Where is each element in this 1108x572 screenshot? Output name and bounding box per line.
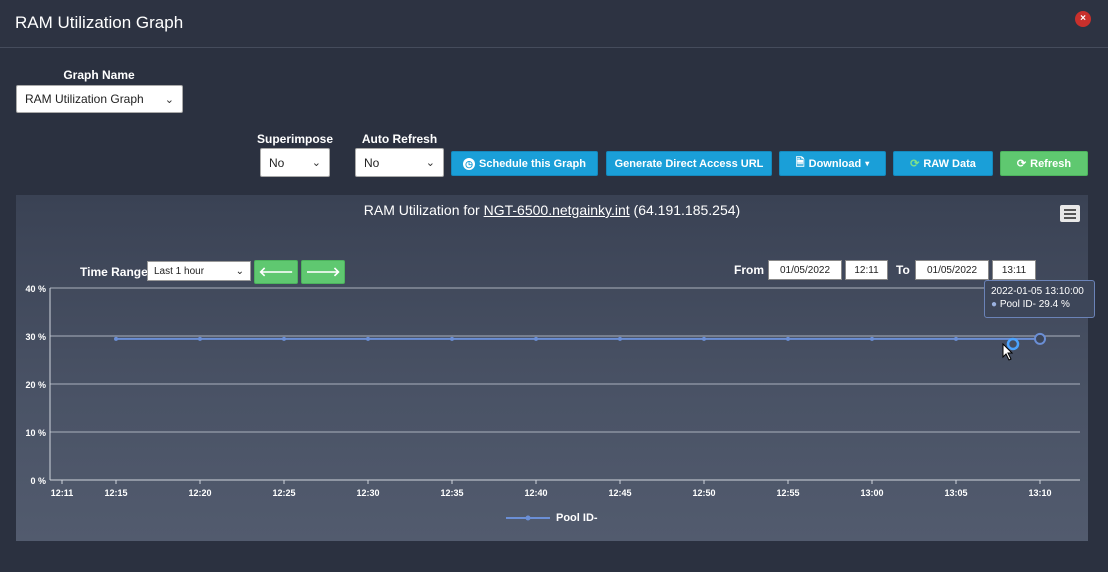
caret-down-icon: ▾: [865, 159, 870, 168]
x-tick-label: 12:20: [188, 488, 211, 498]
refresh-icon: ⟳: [1016, 158, 1027, 170]
tooltip-timestamp: 2022-01-05 13:10:00: [991, 286, 1084, 297]
download-button[interactable]: 🗎 Download ▾: [779, 151, 886, 176]
graph-name-label: Graph Name: [63, 68, 135, 82]
line-chart: 0 % 10 % 20 % 30 % 40 % 12:11 12:15 12:20 12:25 1…: [25, 284, 1080, 498]
x-tick-label: 12:15: [104, 488, 127, 498]
raw-data-button[interactable]: ⟳ RAW Data: [893, 151, 993, 176]
data-point: [1034, 332, 1046, 345]
legend-line-icon: [506, 515, 550, 521]
data-point: [366, 336, 370, 341]
clock-icon: ◷: [463, 157, 476, 170]
y-tick-label: 0 %: [30, 476, 46, 486]
data-point: [954, 336, 958, 341]
auto-refresh-select[interactable]: No ⌄: [355, 148, 444, 177]
schedule-graph-label: Schedule this Graph: [479, 157, 586, 170]
legend-label: Pool ID-: [556, 512, 598, 524]
chevron-down-icon: ⌄: [311, 157, 321, 169]
data-point: [198, 336, 202, 341]
x-tick-label: 12:30: [356, 488, 379, 498]
direct-access-url-button[interactable]: Generate Direct Access URL: [606, 151, 772, 176]
data-point: [534, 336, 538, 341]
time-range-value: Last 1 hour: [154, 265, 205, 277]
refresh-cycle-icon: ⟳: [910, 158, 920, 170]
data-point: [786, 336, 790, 341]
to-date-input[interactable]: 01/05/2022: [915, 260, 989, 280]
x-tick-label: 12:11: [51, 488, 74, 498]
y-tick-label: 10 %: [25, 428, 46, 438]
schedule-graph-button[interactable]: ◷ Schedule this Graph: [451, 151, 598, 176]
time-range-label: Time Range: [80, 265, 148, 279]
graph-name-value: RAM Utilization Graph: [25, 92, 144, 106]
chevron-down-icon: ⌄: [164, 93, 174, 106]
data-point: [870, 336, 874, 341]
auto-refresh-label: Auto Refresh: [361, 132, 438, 146]
x-tick-label: 13:00: [860, 488, 883, 498]
from-date-input[interactable]: 01/05/2022: [768, 260, 842, 280]
modal-title: RAM Utilization Graph: [15, 13, 184, 32]
data-point: [282, 336, 286, 341]
chart-legend[interactable]: Pool ID-: [506, 512, 598, 524]
y-tick-label: 30 %: [25, 332, 46, 342]
arrow-right-icon: 🡒: [305, 264, 341, 279]
chart-title-ip: (64.191.185.254): [629, 202, 741, 218]
y-tick-label: 20 %: [25, 380, 46, 390]
refresh-label: Refresh: [1030, 157, 1072, 170]
refresh-button[interactable]: ⟳ Refresh: [1000, 151, 1088, 176]
x-tick-label: 13:05: [944, 488, 967, 498]
hamburger-menu-icon[interactable]: [1060, 205, 1080, 222]
tooltip-value: Pool ID- 29.4 %: [999, 299, 1070, 310]
next-range-button[interactable]: 🡒: [301, 260, 345, 284]
data-tooltip: 2022-01-05 13:10:00 ● Pool ID- 29.4 %: [984, 280, 1095, 318]
mouse-pointer-icon: [1002, 343, 1014, 361]
chart-panel: RAM Utilization for NGT-6500.netgainky.i…: [16, 195, 1095, 541]
host-link[interactable]: NGT-6500.netgainky.int: [483, 202, 630, 218]
x-tick-label: 12:45: [608, 488, 631, 498]
to-time-input[interactable]: 13:11: [992, 260, 1036, 280]
y-tick-label: 40 %: [25, 284, 46, 294]
chevron-down-icon: ⌄: [425, 157, 435, 169]
arrow-left-icon: 🡐: [258, 264, 294, 279]
x-tick-label: 13:10: [1028, 488, 1051, 498]
from-label: From: [734, 263, 764, 277]
graph-name-select[interactable]: RAM Utilization Graph ⌄: [16, 85, 183, 113]
chevron-down-icon: ⌄: [235, 265, 244, 277]
x-tick-label: 12:40: [524, 488, 547, 498]
auto-refresh-value: No: [364, 155, 380, 170]
x-tick-label: 12:25: [272, 488, 295, 498]
x-tick-label: 12:50: [692, 488, 715, 498]
data-point: [618, 336, 622, 341]
data-point: [702, 336, 706, 341]
download-label: Download: [808, 157, 862, 170]
superimpose-select[interactable]: No ⌄: [260, 148, 330, 177]
x-tick-label: 12:35: [440, 488, 463, 498]
data-point: [114, 336, 118, 341]
data-point: [450, 336, 454, 341]
series-dot-icon: ●: [991, 299, 998, 310]
from-time-input[interactable]: 12:11: [845, 260, 888, 280]
chart-title-prefix: RAM Utilization for: [363, 202, 484, 218]
direct-access-url-label: Generate Direct Access URL: [614, 157, 764, 170]
to-label: To: [896, 263, 910, 277]
modal-header: RAM Utilization Graph ×: [0, 0, 1108, 48]
raw-data-label: RAW Data: [923, 157, 976, 170]
file-icon: 🗎: [795, 157, 805, 169]
chart-title: RAM Utilization for NGT-6500.netgainky.i…: [16, 202, 1088, 218]
time-range-select[interactable]: Last 1 hour ⌄: [147, 261, 251, 281]
x-tick-label: 12:55: [776, 488, 799, 498]
hover-marker: [1006, 337, 1020, 351]
superimpose-value: No: [269, 155, 285, 170]
previous-range-button[interactable]: 🡐: [254, 260, 298, 284]
close-icon[interactable]: ×: [1075, 11, 1091, 27]
